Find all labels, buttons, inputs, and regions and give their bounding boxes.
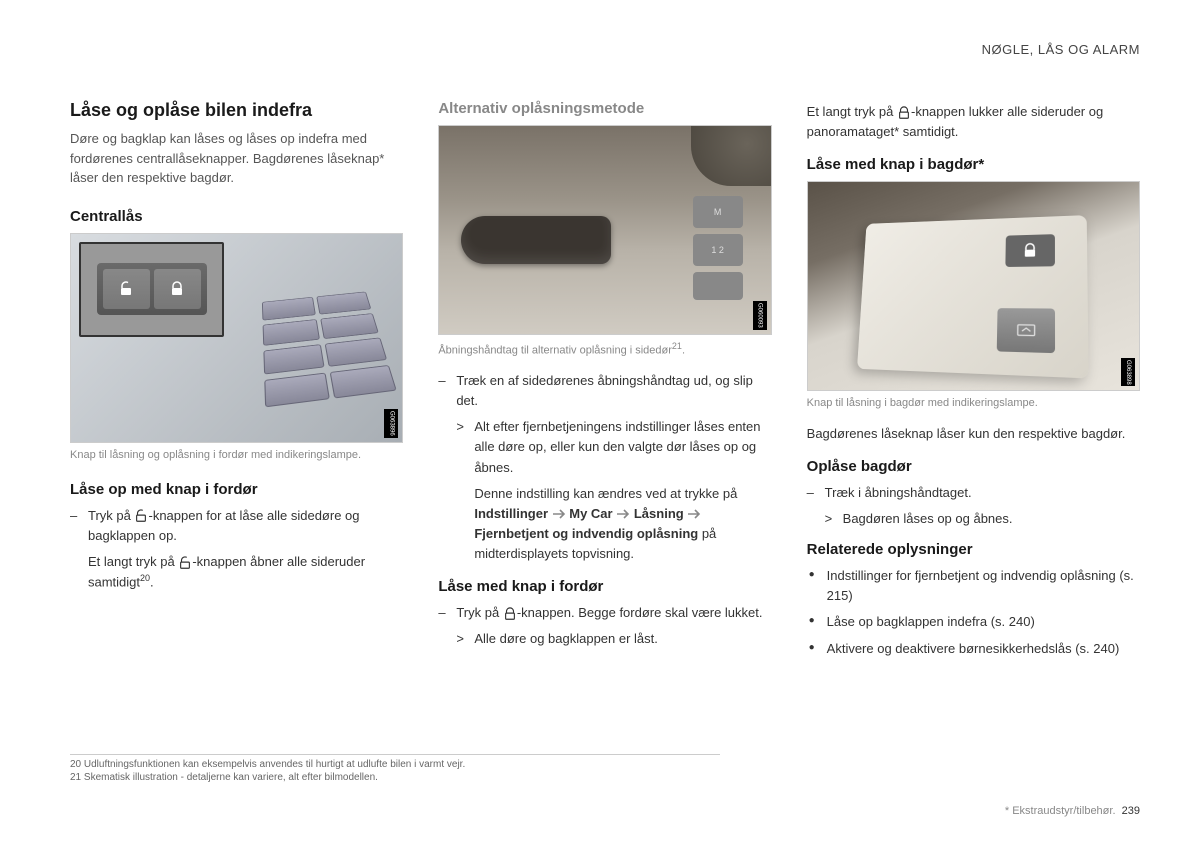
related-link-1: Indstillinger for fjernbetjent og indven…	[807, 566, 1140, 606]
caption-fig1: Knap til låsning og oplåsning i fordør m…	[70, 448, 403, 463]
figure-tag: G060093	[753, 301, 767, 330]
menu-path-item: My Car	[569, 506, 612, 521]
text: -knappen. Begge fordøre skal være lukket…	[517, 605, 763, 620]
text: .	[682, 345, 685, 357]
arrow-right-icon	[616, 509, 630, 519]
option-note: * Ekstraudstyr/tilbehør.	[1005, 805, 1116, 817]
arrow-rear-opens: Bagdøren låses op og åbnes.	[807, 509, 1140, 529]
page-content: Låse og oplåse bilen indefra Døre og bag…	[70, 100, 1140, 665]
caption-fig2: Åbningshåndtag til alternativ oplåsning …	[438, 340, 771, 359]
lock-icon	[897, 106, 911, 120]
dash-pull-handle: Træk en af sidedørenes åbningshåndtag ud…	[438, 371, 771, 411]
figure-tag: G063898	[1121, 358, 1135, 387]
footnotes: 20 Udluftningsfunktionen kan eksempelvis…	[70, 754, 720, 785]
text: Denne indstilling kan ændres ved at tryk…	[474, 486, 737, 501]
text: Tryk på	[88, 508, 134, 523]
text: Et langt tryk på	[807, 104, 897, 119]
figure-rear-door-lock: G063898	[807, 181, 1140, 391]
body-long-press-open: Et langt tryk på -knappen åbner alle sid…	[70, 552, 403, 593]
footnote-20: 20 Udluftningsfunktionen kan eksempelvis…	[70, 759, 720, 770]
dash-pull-rear: Træk i åbningshåndtaget.	[807, 483, 1140, 503]
text: Åbningshåndtag til alternativ oplåsning …	[438, 345, 672, 357]
subheading-lock-front: Låse med knap i fordør	[438, 578, 771, 595]
indent-settings-path: Denne indstilling kan ændres ved at tryk…	[438, 484, 771, 565]
main-title: Låse og oplåse bilen indefra	[70, 100, 403, 121]
text: Et langt tryk på	[88, 554, 178, 569]
related-link-2: Låse op bagklappen indefra (s. 240)	[807, 612, 1140, 632]
menu-path-item: Fjernbetjent og indvendig oplåsning	[474, 526, 698, 541]
page-number: 239	[1122, 805, 1140, 817]
figure-tag: G063896	[384, 409, 398, 438]
text: Tryk på	[456, 605, 502, 620]
column-3: Et langt tryk på -knappen lukker alle si…	[807, 100, 1140, 665]
text: .	[150, 575, 154, 590]
arrow-right-icon	[687, 509, 701, 519]
subheading-unlock-front: Låse op med knap i fordør	[70, 481, 403, 498]
dash-lock-front: Tryk på -knappen. Begge fordøre skal vær…	[438, 603, 771, 623]
subheading-lock-rear: Låse med knap i bagdør*	[807, 156, 1140, 173]
arrow-result-unlock: Alt efter fjernbetjeningens indstillinge…	[438, 417, 771, 477]
body-long-press-close: Et langt tryk på -knappen lukker alle si…	[807, 102, 1140, 142]
figure-front-door-lock: G063896	[70, 233, 403, 443]
unlock-icon	[134, 509, 148, 523]
subheading-related: Relaterede oplysninger	[807, 541, 1140, 558]
caption-fig3: Knap til låsning i bagdør med indikering…	[807, 396, 1140, 411]
page-footer: * Ekstraudstyr/tilbehør. 239	[1005, 805, 1140, 817]
subheading-centrallas: Centrallås	[70, 208, 403, 225]
dash-unlock-front: Tryk på -knappen for at låse alle sidedø…	[70, 506, 403, 546]
footnote-21: 21 Skematisk illustration - detaljerne k…	[70, 772, 720, 783]
arrow-all-locked: Alle døre og bagklappen er låst.	[438, 629, 771, 649]
footnote-ref: 20	[140, 573, 150, 583]
body-rear-lock-note: Bagdørenes låseknap låser kun den respek…	[807, 424, 1140, 444]
unlock-icon	[178, 556, 192, 570]
related-link-3: Aktivere og deaktivere børnesikkerhedslå…	[807, 639, 1140, 659]
footnote-ref: 21	[672, 341, 682, 351]
arrow-right-icon	[552, 509, 566, 519]
lock-icon	[503, 607, 517, 621]
intro-text: Døre og bagklap kan låses og låses op in…	[70, 129, 403, 188]
menu-path-item: Indstillinger	[474, 506, 548, 521]
section-header: NØGLE, LÅS OG ALARM	[982, 42, 1140, 57]
subheading-alternative: Alternativ oplåsningsmetode	[438, 100, 771, 117]
subheading-unlock-rear: Oplåse bagdør	[807, 458, 1140, 475]
figure-door-handle: M 1 2 G060093	[438, 125, 771, 335]
column-1: Låse og oplåse bilen indefra Døre og bag…	[70, 100, 403, 665]
column-2: Alternativ oplåsningsmetode M 1 2 G06009…	[438, 100, 771, 665]
menu-path-item: Låsning	[634, 506, 684, 521]
